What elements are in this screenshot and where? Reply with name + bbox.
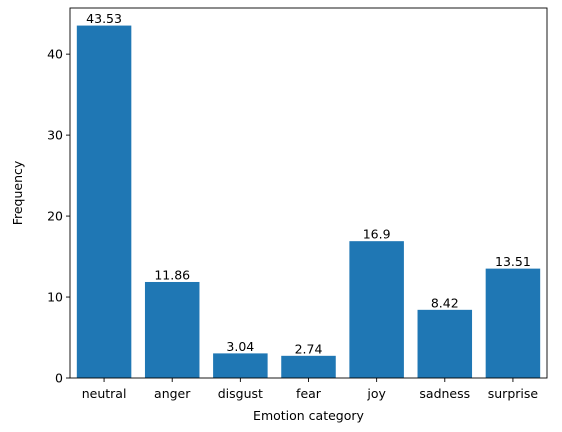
y-tick-label-10: 10 <box>47 290 63 305</box>
x-tick-label-disgust: disgust <box>218 386 263 401</box>
bar-neutral <box>76 25 132 378</box>
data-label-anger: 11.86 <box>154 267 190 282</box>
bar-joy <box>349 241 404 378</box>
x-tick-label-surprise: surprise <box>488 386 539 401</box>
y-tick-label-20: 20 <box>47 209 63 224</box>
x-tick-label-joy: joy <box>366 386 386 401</box>
bars-group <box>76 25 541 378</box>
data-label-sadness: 8.42 <box>431 295 459 310</box>
x-tick-label-neutral: neutral <box>82 386 127 401</box>
x-axis-ticks: neutral anger disgust fear joy sadness surpris… <box>82 378 539 401</box>
y-axis-ticks: 0 10 20 30 40 <box>47 47 70 386</box>
bar-disgust <box>213 353 268 378</box>
data-labels-group: 43.53 11.86 3.04 2.74 16.9 8.42 13.51 <box>86 11 531 356</box>
data-label-disgust: 3.04 <box>226 339 254 354</box>
x-axis-label: Emotion category <box>253 408 364 423</box>
bar-sadness <box>417 309 473 378</box>
y-tick-label-40: 40 <box>47 47 63 62</box>
bar-anger <box>144 281 200 378</box>
y-tick-label-30: 30 <box>47 128 63 143</box>
data-label-fear: 2.74 <box>295 341 323 356</box>
bar-surprise <box>485 268 541 378</box>
y-axis-label: Frequency <box>10 160 25 225</box>
data-label-joy: 16.9 <box>363 227 391 242</box>
x-tick-label-fear: fear <box>296 386 322 401</box>
data-label-neutral: 43.53 <box>86 11 122 26</box>
y-tick-label-0: 0 <box>55 371 63 386</box>
x-tick-label-sadness: sadness <box>419 386 470 401</box>
x-tick-label-anger: anger <box>154 386 191 401</box>
bar-fear <box>281 355 336 378</box>
data-label-surprise: 13.51 <box>495 254 531 269</box>
plot-frame <box>69 7 548 379</box>
